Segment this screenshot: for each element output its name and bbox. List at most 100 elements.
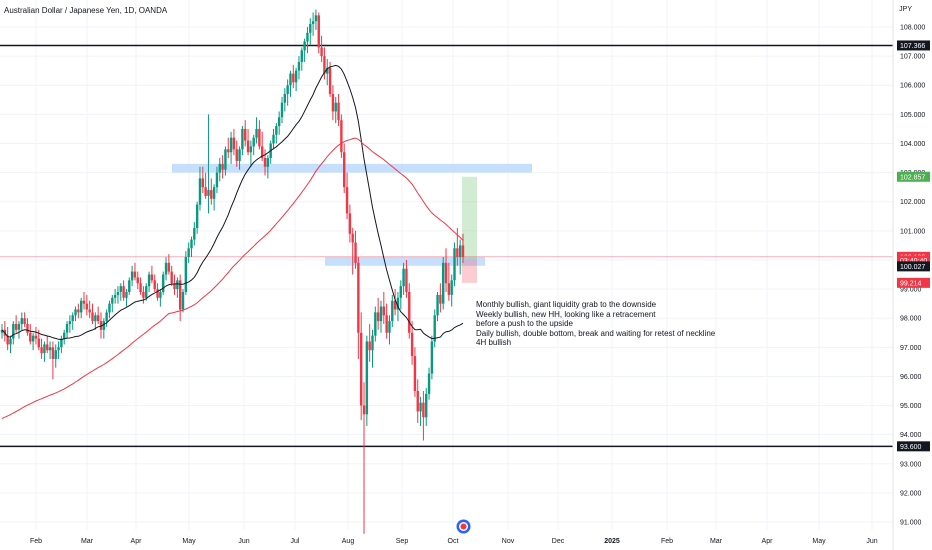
candle-body [40,347,43,354]
candle-body [221,163,224,170]
candle-body [77,309,80,313]
candle-body [419,402,422,412]
note-line: Daily bullish, double bottom, break and … [476,328,716,338]
candle-body [212,187,216,199]
candle-body [258,128,261,147]
candle-body [210,190,213,199]
horizontal-levels[interactable] [0,44,893,448]
candle-body [14,324,18,330]
candle-body [337,102,340,121]
price-tag [897,277,930,288]
candle-body [283,93,287,103]
candle-body [354,242,357,263]
time-axis[interactable]: Feb Mar Apr May Jun Jul Aug Sep Oct Nov Dec 2025 Feb… [30,538,878,545]
candle-body [60,338,63,348]
candle-body [413,356,417,391]
candle-body [108,303,111,313]
y-tick-label: 106.000 [900,83,925,90]
candle-body [368,341,371,351]
candle-body [343,152,346,188]
price-axis[interactable]: 91.000 92.000 93.000 94.000 95.000 96.000 97.0… [892,0,925,550]
x-tick-label: Sep [396,538,409,545]
note-line: before a push to the upside [476,319,573,329]
y-tick-label: 93.000 [900,461,922,468]
candle-body [286,85,289,94]
candle-body [374,312,377,336]
candle-body [371,335,374,351]
candle-body [272,134,275,144]
candle-body [164,262,168,275]
candle-body [178,280,182,310]
candle-body [410,332,414,357]
candle-body [351,233,354,243]
candle-body [122,286,125,298]
candle-body [458,245,462,258]
candle-body [294,70,298,83]
zones [172,163,532,266]
candle-body [88,309,91,313]
candle-body [26,324,29,333]
y-tick-label: 97.000 [900,345,922,352]
supply-zone [172,163,532,173]
candle-body [218,163,221,173]
price-tag-label: 99.214 [900,280,922,287]
candle-body [433,315,436,342]
candle-body [425,393,428,418]
y-tick-label: 95.000 [900,403,922,410]
candle-body [79,300,83,313]
candle-body [167,262,171,272]
x-tick-label: Feb [661,538,673,545]
candle-body [331,93,335,112]
candle-body [111,297,114,304]
y-tick-label: 91.000 [900,520,922,527]
candle-body [153,280,156,290]
candle-body [184,257,188,292]
candle-body [227,149,230,153]
candle-body [51,347,55,359]
price-tag [897,441,930,452]
candle-body [116,291,120,295]
candle-body [48,347,52,351]
candle-body [306,32,309,42]
x-tick-label: Nov [502,538,515,545]
candle-body [187,248,190,258]
moving-averages [1,64,464,420]
price-tag-label: 100.027 [900,264,925,271]
candle-body [289,73,292,86]
y-tick-label: 98.000 [900,316,922,323]
candle-body [85,303,89,310]
x-tick-label: Aug [342,538,355,545]
candle-body [385,315,388,333]
target-zone [462,176,477,260]
candle-body [82,300,86,304]
candle-body [391,300,394,322]
candle-body [195,204,199,228]
candle-body [68,321,72,325]
candle-body [436,294,439,316]
candle-body [309,24,312,33]
flag-icon[interactable] [456,519,471,534]
price-tag-label: 102.857 [900,174,925,181]
note-line: 4H bullish [476,338,512,348]
candle-body [277,117,281,127]
candle-body [224,149,227,170]
candle-body [379,306,383,322]
candle-body [102,321,106,330]
candle-body [37,338,40,348]
price-tag-label: 93.600 [900,444,922,451]
candle-body [96,315,100,322]
candle-body [46,344,49,351]
candle-body [388,321,391,333]
demand-zone [325,257,485,266]
candle-body [402,268,405,287]
candle-body [244,128,247,141]
candle-body [34,335,38,339]
candle-body [314,15,318,22]
candle-body [232,137,236,150]
candle-body [255,128,258,138]
candle-body [94,315,97,322]
candle-body [461,245,465,258]
y-tick-label: 94.000 [900,432,922,439]
candle-body [207,190,210,196]
